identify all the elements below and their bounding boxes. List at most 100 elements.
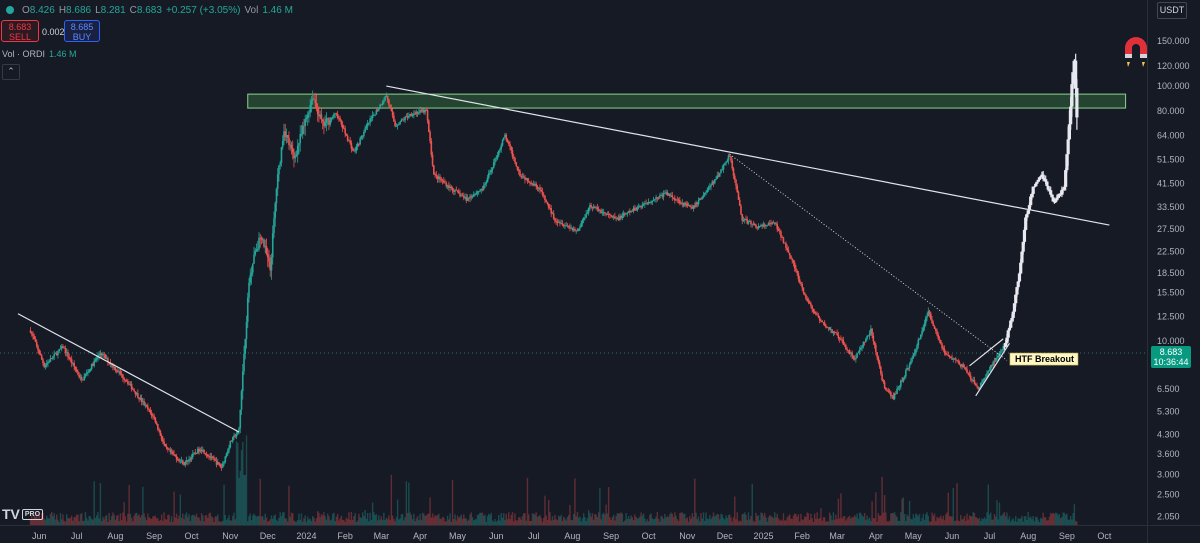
candle-body [1004,342,1008,347]
candle-body [561,222,564,226]
candle-body [408,116,410,118]
candle-body [890,391,892,396]
candle-body [259,237,262,239]
volume-bar [287,521,289,525]
volume-bar [985,519,987,525]
trendline-5[interactable] [969,338,1004,367]
candle-body [1034,183,1038,187]
volume-bar [133,515,135,525]
volume-bar [943,520,946,525]
volume-bar [371,502,374,525]
trendline-2[interactable] [386,85,1110,226]
volume-bar [702,512,705,525]
volume-indicator-legend[interactable]: Vol · ORDI 1.46 M [2,49,77,59]
trendline-3[interactable] [729,153,1008,361]
currency-selector[interactable]: USDT [1157,2,1187,19]
candle-body [336,114,339,118]
annotation-box[interactable] [1009,352,1079,366]
candle-body [717,175,720,177]
x-tick-label: Sep [1059,531,1075,541]
volume-bar [877,513,880,525]
candle-body [840,338,842,340]
volume-bar [559,516,561,525]
candle-body [53,354,56,357]
candle-body [949,356,952,358]
spread-value: 0.002 [42,27,65,37]
candle-body [224,456,227,462]
volume-bar [642,513,645,525]
candle-body [202,449,204,452]
candle-body [953,358,956,360]
volume-bar [541,521,544,525]
volume-bar [435,516,438,525]
trendline-4[interactable] [975,342,1010,397]
chevron-up-icon[interactable]: ⌃ [2,64,20,80]
volume-bar [423,513,425,525]
volume-bar [95,515,98,525]
volume-bar [300,513,303,525]
volume-bar [485,521,487,525]
x-tick-label: Jul [528,531,540,541]
buy-button[interactable]: 8.685 BUY [64,20,100,42]
volume-bar [193,515,195,525]
volume-bar [174,517,177,525]
candle-body [664,193,666,194]
volume-bar [955,520,957,525]
volume-bar [843,515,846,525]
volume-bar [831,520,833,525]
candle-body [897,387,900,389]
volume-bar [478,514,480,525]
candle-body [680,203,682,205]
candle-body [1044,179,1048,182]
volume-bar [479,512,481,525]
candle-body [115,370,118,372]
candle-body [220,466,223,468]
candle-body [145,404,148,407]
candle-body [1047,189,1052,191]
candle-body [390,107,393,112]
candle-body [479,190,481,192]
magnet-icon[interactable] [1121,34,1151,70]
candle-body [770,223,772,225]
candle-body [185,460,188,462]
trendline-1[interactable] [17,313,240,433]
candle-body [430,141,433,155]
volume-bar [942,515,944,525]
candle-body [1014,294,1018,304]
trendline-layer[interactable] [17,85,1110,433]
candle-body [601,212,604,214]
candle-body [661,195,664,197]
volume-bar [582,513,585,525]
candle-body [656,197,659,198]
candle-body [265,246,268,255]
candle-body [386,95,389,100]
candle-body [487,173,490,178]
candle-body [531,183,534,185]
volume-bar [263,519,265,525]
volume-bar [104,516,107,525]
volume-bar [717,514,720,525]
volume-bar [940,515,942,525]
candle-body [411,115,414,116]
candle-body [298,143,300,146]
candle-body [758,226,761,227]
candle-body [850,352,852,354]
volume-bar [239,470,241,525]
volume-bar [747,512,750,525]
candle-body [584,217,586,219]
volume-bar [31,514,33,525]
volume-bar [594,513,596,525]
candle-body [110,364,113,365]
resistance-zone[interactable] [247,93,1127,109]
volume-bar [425,515,428,525]
volume-bar [689,516,691,525]
volume-bar [118,520,120,525]
sell-button[interactable]: 8.683 SELL [1,20,39,42]
candle-body [989,365,992,371]
candle-body [948,356,951,358]
candle-body [585,213,587,218]
candle-body [707,187,710,191]
volume-bar [832,512,835,525]
volume-bar [813,513,816,525]
